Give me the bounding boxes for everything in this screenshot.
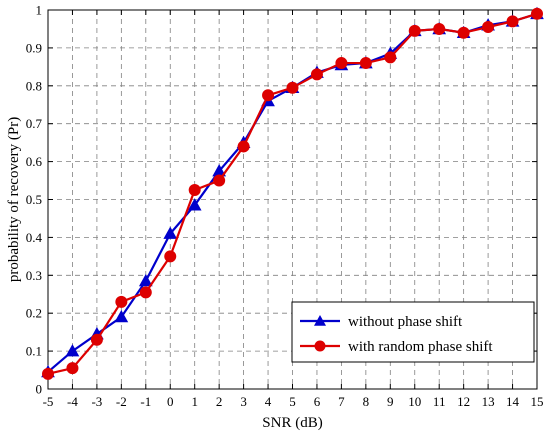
legend-entry-without-phase-shift: without phase shift <box>300 314 463 330</box>
data-point-circle <box>433 22 446 35</box>
legend-label-without-phase-shift: without phase shift <box>348 314 463 330</box>
data-point-circle <box>408 24 421 37</box>
legend-circle-marker <box>314 340 326 352</box>
data-series <box>41 6 544 380</box>
x-axis-label: SNR (dB) <box>262 415 322 431</box>
legend-triangle-marker <box>314 315 326 326</box>
x-tick-label: 9 <box>387 394 394 409</box>
x-tick-label: 3 <box>240 394 247 409</box>
data-point-circle <box>139 286 152 299</box>
data-point-circle <box>213 174 226 187</box>
x-tick-label: 7 <box>338 394 345 409</box>
data-point-circle <box>310 68 323 81</box>
y-tick-label: 0 <box>36 382 43 397</box>
x-tick-label: -2 <box>116 394 127 409</box>
x-tick-label: 2 <box>216 394 223 409</box>
data-point-circle <box>164 250 177 263</box>
data-point-circle <box>359 57 372 70</box>
data-point-triangle <box>138 273 153 287</box>
data-point-circle <box>482 21 495 34</box>
data-point-circle <box>335 57 348 70</box>
x-tick-label: 1 <box>191 394 198 409</box>
legend-label-with-random-phase-shift: with random phase shift <box>348 339 493 355</box>
x-tick-label: -3 <box>91 394 102 409</box>
data-point-circle <box>262 89 275 102</box>
y-tick-label: 0.9 <box>26 40 42 55</box>
legend-entry-with-random-phase-shift: with random phase shift <box>300 339 493 355</box>
legend-box <box>291 301 535 363</box>
y-tick-label: 0.1 <box>26 344 42 359</box>
y-tick-label: 1 <box>36 3 43 18</box>
x-tick-label: 14 <box>506 394 520 409</box>
data-point-circle <box>66 362 79 375</box>
x-tick-label: 15 <box>531 394 544 409</box>
x-tick-label: 0 <box>167 394 174 409</box>
x-tick-label: 12 <box>457 394 470 409</box>
data-point-circle <box>237 140 250 153</box>
x-tick-label: 6 <box>314 394 321 409</box>
data-point-circle <box>286 81 299 94</box>
y-tick-label: 0.5 <box>26 192 42 207</box>
x-tick-label: 13 <box>482 394 495 409</box>
data-point-circle <box>531 7 543 20</box>
y-tick-label: 0.7 <box>26 116 43 131</box>
y-axis-label: probability of recovery (Pr) <box>6 117 22 282</box>
x-tick-label: 8 <box>363 394 370 409</box>
data-point-triangle <box>163 226 178 239</box>
data-point-circle <box>188 184 201 197</box>
legend: without phase shift with random phase sh… <box>291 301 535 363</box>
data-point-circle <box>506 15 519 28</box>
x-tick-label: 11 <box>433 394 446 409</box>
data-point-triangle <box>114 309 129 323</box>
x-tick-label: 10 <box>408 394 421 409</box>
x-tick-label: 5 <box>289 394 296 409</box>
x-tick-label: -1 <box>140 394 151 409</box>
data-point-circle <box>115 295 128 308</box>
series-with-random-phase-shift <box>42 7 543 380</box>
y-tick-label: 0.2 <box>26 306 42 321</box>
data-point-triangle <box>65 344 80 357</box>
data-point-circle <box>90 333 103 346</box>
data-point-circle <box>457 26 470 39</box>
data-point-circle <box>42 367 54 380</box>
y-tick-label: 0.6 <box>26 154 43 169</box>
x-tick-label: -4 <box>67 394 78 409</box>
y-tick-label: 0.8 <box>26 78 42 93</box>
x-tick-label: 4 <box>265 394 272 409</box>
x-tick-label: -5 <box>43 394 54 409</box>
y-tick-label: 0.4 <box>26 230 43 245</box>
data-point-circle <box>384 51 397 64</box>
y-tick-label: 0.3 <box>26 268 42 283</box>
data-point-triangle <box>187 198 202 211</box>
